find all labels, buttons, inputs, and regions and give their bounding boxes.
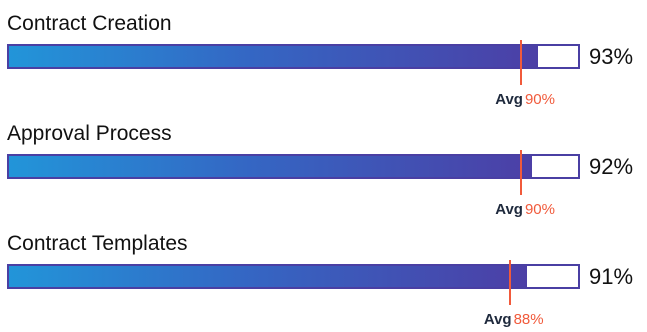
bar-value-label: 92% xyxy=(589,154,634,179)
bar-value-label: 93% xyxy=(589,44,634,69)
bar-track xyxy=(7,44,580,69)
bar-row: Contract Templates 91% Avg 88% xyxy=(0,232,647,332)
average-label: Avg 90% xyxy=(495,201,555,219)
bar-track xyxy=(7,264,580,289)
bar-track xyxy=(7,154,580,179)
bar-category-label: Contract Templates xyxy=(7,232,188,255)
bar-fill xyxy=(9,266,527,287)
average-marker xyxy=(520,40,523,85)
average-value: 90% xyxy=(524,201,555,218)
bar-category-label: Contract Creation xyxy=(7,12,172,35)
average-marker xyxy=(508,260,511,305)
average-word: Avg xyxy=(495,201,523,218)
average-word: Avg xyxy=(495,91,523,108)
average-value: 88% xyxy=(513,311,544,328)
bar-row: Contract Creation 93% Avg 90% xyxy=(0,12,647,112)
average-word: Avg xyxy=(483,311,512,328)
average-value: 90% xyxy=(524,91,555,108)
average-label: Avg 88% xyxy=(484,311,544,329)
bar-fill xyxy=(9,46,539,67)
bar-fill xyxy=(9,156,533,177)
average-label: Avg 90% xyxy=(495,91,555,109)
average-marker xyxy=(520,150,523,195)
bar-category-label: Approval Process xyxy=(7,122,172,145)
bar-value-label: 91% xyxy=(589,264,634,289)
bar-row: Approval Process 92% Avg 90% xyxy=(0,122,647,222)
